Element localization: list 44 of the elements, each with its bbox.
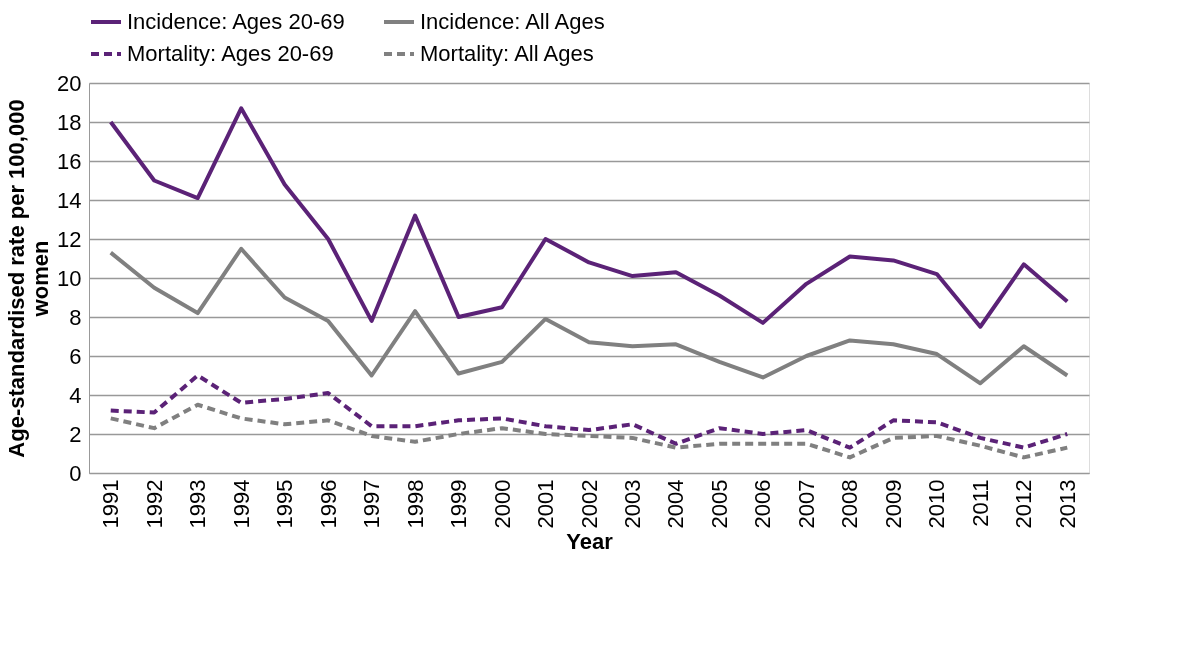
x-tick-label: 2012 [1011,479,1037,529]
y-tick-label: 8 [69,304,82,330]
x-tick-label: 2006 [750,479,776,529]
y-axis-title: Age-standardised rate per 100,000 women [4,99,54,458]
y-tick-label: 2 [69,421,82,447]
x-tick-label: 2013 [1054,479,1080,529]
x-tick-label: 2011 [967,479,993,527]
x-tick-label: 2008 [837,479,863,529]
line-series [108,402,1070,460]
y-tick-label: 0 [69,460,82,486]
line-series [108,373,1070,450]
x-tick-label: 2007 [793,479,819,529]
x-tick-label: 2010 [924,479,950,529]
y-tick-label: 16 [57,148,82,174]
x-tick-label: 2002 [576,479,602,529]
x-tick-label: 1991 [98,479,124,529]
legend-label: Incidence: Ages 20-69 [127,9,345,34]
x-tick-label: 1998 [402,479,428,529]
x-tick-label: 2004 [663,479,689,529]
x-tick-label: 2000 [489,479,515,529]
x-tick-label: 1994 [228,479,254,529]
x-axis-title: Year [566,529,614,555]
legend-label: Mortality: All Ages [420,41,594,66]
x-tick-label: 2003 [619,479,645,529]
y-tick-label: 4 [69,382,82,408]
x-tick-label: 1996 [315,479,341,529]
y-tick-label: 14 [57,187,82,213]
line-series [108,106,1070,329]
x-tick-label: 1999 [446,479,472,529]
line-series [108,246,1070,386]
y-tick-label: 18 [57,109,82,135]
legend-label: Mortality: Ages 20-69 [127,41,334,66]
y-tick-label: 6 [69,343,82,369]
y-tick-label: 10 [57,265,82,291]
x-tick-label: 1995 [272,479,298,529]
legend-label: Incidence: All Ages [420,9,605,34]
x-tick-label: 2001 [533,479,559,529]
x-tick-label: 2009 [880,479,906,529]
x-tick-label: 1997 [359,479,385,529]
y-tick-label: 12 [57,226,82,252]
x-tick-label: 1992 [141,479,167,529]
x-tick-label: 2005 [706,479,732,529]
x-tick-label: 1993 [185,479,211,529]
y-tick-label: 20 [57,70,82,96]
